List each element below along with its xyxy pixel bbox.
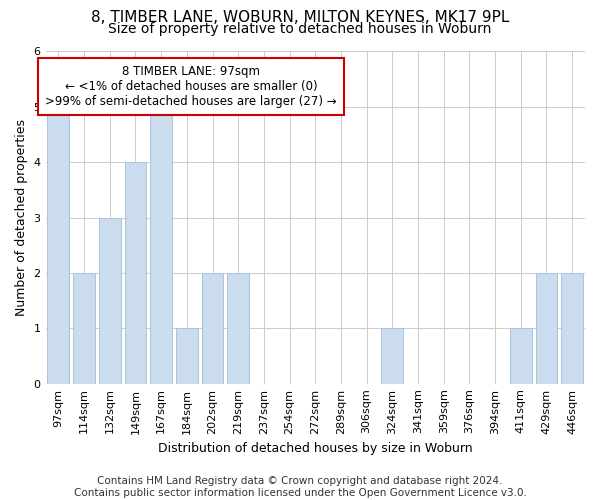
Bar xyxy=(47,107,70,384)
Bar xyxy=(536,273,557,384)
Bar xyxy=(99,218,121,384)
Bar xyxy=(382,328,403,384)
Bar xyxy=(176,328,198,384)
Bar xyxy=(150,107,172,384)
Y-axis label: Number of detached properties: Number of detached properties xyxy=(15,119,28,316)
Bar xyxy=(561,273,583,384)
Text: Contains HM Land Registry data © Crown copyright and database right 2024.
Contai: Contains HM Land Registry data © Crown c… xyxy=(74,476,526,498)
Bar xyxy=(202,273,223,384)
Bar xyxy=(227,273,249,384)
Bar xyxy=(125,162,146,384)
X-axis label: Distribution of detached houses by size in Woburn: Distribution of detached houses by size … xyxy=(158,442,473,455)
Bar xyxy=(510,328,532,384)
Text: 8 TIMBER LANE: 97sqm
← <1% of detached houses are smaller (0)
>99% of semi-detac: 8 TIMBER LANE: 97sqm ← <1% of detached h… xyxy=(46,65,337,108)
Text: 8, TIMBER LANE, WOBURN, MILTON KEYNES, MK17 9PL: 8, TIMBER LANE, WOBURN, MILTON KEYNES, M… xyxy=(91,10,509,25)
Bar xyxy=(73,273,95,384)
Text: Size of property relative to detached houses in Woburn: Size of property relative to detached ho… xyxy=(109,22,491,36)
